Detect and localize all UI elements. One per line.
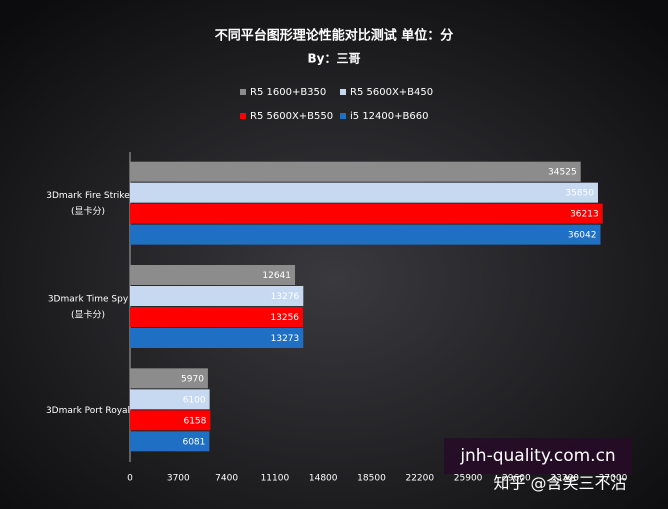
value-label: 36042 xyxy=(568,231,597,241)
bar xyxy=(130,182,598,203)
legend-label: R5 5600X+B550 xyxy=(250,111,333,122)
bar xyxy=(130,328,304,348)
legend-label: R5 5600X+B450 xyxy=(350,87,433,98)
bar xyxy=(130,203,603,224)
legend-swatch xyxy=(240,89,246,95)
x-tick-label: 25900 xyxy=(454,474,483,484)
bar xyxy=(130,368,208,389)
watermark-bg xyxy=(444,438,632,474)
value-label: 5970 xyxy=(181,374,204,384)
y-tick-sublabel: (显卡分) xyxy=(71,205,105,217)
x-tick-label: 3700 xyxy=(167,474,190,484)
legend-swatch xyxy=(240,113,246,119)
watermark: jnh-quality.com.cn xyxy=(459,446,615,466)
chart-title: 不同平台图形理论性能对比测试 单位：分 xyxy=(215,28,454,44)
value-label: 13276 xyxy=(271,292,300,302)
value-label: 35850 xyxy=(565,189,594,199)
x-tick-label: 7400 xyxy=(215,474,238,484)
value-label: 13273 xyxy=(271,334,300,344)
bar xyxy=(130,410,211,431)
legend-label: R5 1600+B350 xyxy=(250,87,326,98)
value-label: 34525 xyxy=(548,168,577,178)
x-tick-label: 22200 xyxy=(405,474,434,484)
x-tick-label: 37000 xyxy=(599,474,628,484)
bar xyxy=(130,161,581,182)
value-label: 13256 xyxy=(270,313,299,323)
x-tick-label: 18500 xyxy=(357,474,386,484)
x-tick-label: 33300 xyxy=(550,474,579,484)
x-tick-label: 0 xyxy=(127,474,133,484)
legend-swatch xyxy=(340,89,346,95)
y-tick-label: 3Dmark Time Spy xyxy=(48,295,129,305)
value-label: 6158 xyxy=(183,416,206,426)
legend-swatch xyxy=(340,113,346,119)
bar xyxy=(130,224,601,245)
bar xyxy=(130,431,210,452)
legend-label: i5 12400+B660 xyxy=(350,111,428,122)
watermark: 知乎 @含笑三不沾 xyxy=(493,474,626,493)
x-tick-label: 11100 xyxy=(261,474,290,484)
chart-subtitle: By：三哥 xyxy=(308,52,361,66)
value-label: 36213 xyxy=(570,210,599,220)
bar xyxy=(130,286,304,306)
y-tick-label: 3Dmark Fire Strike xyxy=(46,191,130,201)
y-tick-sublabel: (显卡分) xyxy=(71,309,105,321)
x-tick-label: 29600 xyxy=(502,474,531,484)
value-label: 6100 xyxy=(183,395,206,405)
bar xyxy=(130,307,304,327)
value-label: 6081 xyxy=(182,437,205,447)
y-tick-label: 3Dmark Port Royal xyxy=(46,406,130,416)
x-tick-label: 14800 xyxy=(309,474,338,484)
value-label: 12641 xyxy=(262,271,291,281)
bar xyxy=(130,265,296,285)
bar xyxy=(130,389,210,410)
